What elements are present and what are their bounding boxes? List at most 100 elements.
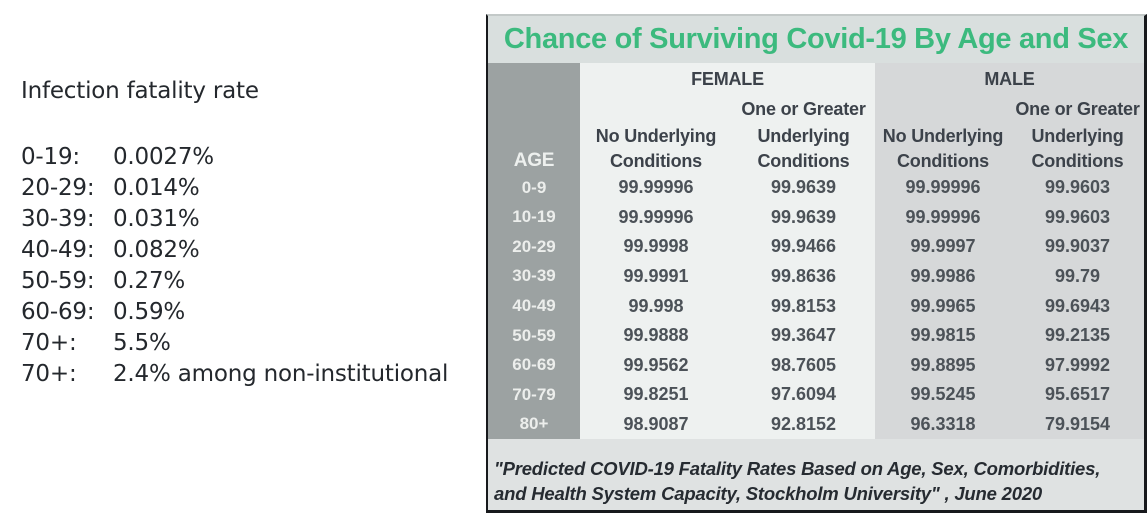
age-cell: 20-29 bbox=[512, 236, 556, 256]
age-column-header: AGE bbox=[513, 150, 555, 171]
col-header-one-or-greater-male: One or Greater bbox=[1015, 99, 1140, 119]
male-no-conditions-cell: 99.9986 bbox=[910, 265, 976, 286]
ifr-list-item: 40-49: 0.082% bbox=[21, 235, 448, 266]
table-row: 50-59 99.9888 99.3647 99.9815 99.2135 bbox=[488, 321, 1144, 351]
male-no-conditions-cell: 99.99996 bbox=[905, 177, 981, 198]
male-no-conditions-cell: 96.3318 bbox=[910, 413, 976, 434]
footer-line-2: and Health System Capacity, Stockholm Un… bbox=[494, 483, 1043, 504]
female-one-or-greater-cell: 99.9639 bbox=[770, 177, 837, 198]
male-no-conditions-cell: 99.8895 bbox=[910, 354, 976, 375]
age-cell: 80+ bbox=[519, 414, 549, 434]
table-row: 0-9 99.99996 99.9639 99.99996 99.9603 bbox=[488, 173, 1144, 203]
male-one-or-greater-cell: 99.9603 bbox=[1044, 177, 1111, 198]
ifr-rate-value: 0.014% bbox=[113, 175, 200, 201]
female-group-label: FEMALE bbox=[691, 69, 764, 89]
male-group-label: MALE bbox=[984, 69, 1035, 89]
male-one-or-greater-cell: 99.79 bbox=[1054, 265, 1101, 286]
footer-line-1: "Predicted COVID-19 Fatality Rates Based… bbox=[494, 458, 1101, 479]
age-cell: 0-9 bbox=[521, 177, 547, 197]
table-body: FEMALE MALE One or Greater One or Greate… bbox=[488, 63, 1144, 439]
ifr-age-label: 20-29: bbox=[21, 175, 95, 201]
col-header-conditions-female-no: Conditions bbox=[610, 150, 702, 171]
ifr-age-label: 60-69: bbox=[21, 299, 95, 325]
infection-fatality-text-block: Infection fatality rate 0-19: 0.0027% 20… bbox=[21, 76, 448, 390]
ifr-rate-value: 5.5% bbox=[113, 330, 171, 356]
ifr-age-label: 0-19: bbox=[21, 144, 80, 170]
col-header-conditions-male-no: Conditions bbox=[897, 150, 989, 171]
female-no-conditions-cell: 99.99996 bbox=[618, 206, 694, 227]
age-cell: 70-79 bbox=[512, 384, 556, 404]
ifr-list-item: 70+: 5.5% bbox=[21, 328, 448, 359]
ifr-age-label: 30-39: bbox=[21, 206, 95, 232]
col-header-no-underlying-male: No Underlying bbox=[882, 125, 1004, 146]
ifr-list: 0-19: 0.0027% 20-29: 0.014% 30-39: 0.031… bbox=[21, 142, 448, 390]
table-row: 10-19 99.99996 99.9639 99.99996 99.9603 bbox=[488, 203, 1144, 233]
female-no-conditions-cell: 99.9562 bbox=[623, 354, 689, 375]
age-cell: 60-69 bbox=[512, 355, 556, 375]
age-cell: 50-59 bbox=[512, 325, 556, 345]
female-no-conditions-cell: 99.8251 bbox=[623, 384, 689, 405]
male-one-or-greater-cell: 99.6943 bbox=[1044, 295, 1111, 316]
female-one-or-greater-cell: 99.3647 bbox=[770, 325, 837, 346]
age-cell: 30-39 bbox=[512, 266, 556, 286]
age-column-background bbox=[488, 63, 580, 439]
ifr-rate-value: 2.4% among non-institutional bbox=[113, 361, 449, 387]
table-header: FEMALE MALE One or Greater One or Greate… bbox=[488, 63, 1144, 173]
table-row: 30-39 99.9991 99.8636 99.9986 99.79 bbox=[488, 262, 1144, 292]
female-one-or-greater-cell: 97.6094 bbox=[770, 384, 837, 405]
male-one-or-greater-cell: 99.2135 bbox=[1044, 325, 1111, 346]
table-row: 40-49 99.998 99.8153 99.9965 99.6943 bbox=[488, 291, 1144, 321]
table-row: 70-79 99.8251 97.6094 99.5245 95.6517 bbox=[488, 380, 1144, 410]
table-row: 80+ 98.9087 92.8152 96.3318 79.9154 bbox=[488, 410, 1144, 440]
female-no-conditions-cell: 99.9991 bbox=[623, 265, 689, 286]
female-no-conditions-cell: 99.998 bbox=[628, 295, 684, 316]
survival-table-image: Chance of Surviving Covid-19 By Age and … bbox=[486, 14, 1147, 513]
ifr-rate-value: 0.59% bbox=[113, 299, 186, 325]
male-one-or-greater-cell: 79.9154 bbox=[1044, 413, 1111, 434]
table-rows: 0-9 99.99996 99.9639 99.99996 99.9603 10… bbox=[488, 173, 1144, 439]
table-title: Chance of Surviving Covid-19 By Age and … bbox=[488, 16, 1144, 63]
ifr-age-label: 70+: bbox=[21, 330, 77, 356]
col-header-conditions-female-one: Conditions bbox=[757, 150, 850, 171]
age-cell: 10-19 bbox=[512, 207, 556, 227]
ifr-list-item: 20-29: 0.014% bbox=[21, 173, 448, 204]
ifr-age-label: 40-49: bbox=[21, 237, 95, 263]
female-no-conditions-cell: 98.9087 bbox=[623, 413, 689, 434]
ifr-list-item: 60-69: 0.59% bbox=[21, 297, 448, 328]
ifr-age-label: 70+: bbox=[21, 361, 77, 387]
ifr-rate-value: 0.27% bbox=[113, 268, 186, 294]
male-no-conditions-cell: 99.9997 bbox=[910, 236, 976, 257]
male-one-or-greater-cell: 95.6517 bbox=[1044, 384, 1111, 405]
age-cell: 40-49 bbox=[512, 296, 556, 316]
female-no-conditions-cell: 99.99996 bbox=[618, 177, 694, 198]
ifr-list-item: 0-19: 0.0027% bbox=[21, 142, 448, 173]
male-one-or-greater-cell: 99.9603 bbox=[1044, 206, 1111, 227]
col-header-one-or-greater-female: One or Greater bbox=[741, 99, 866, 119]
ifr-age-label: 50-59: bbox=[21, 268, 95, 294]
female-section-background bbox=[580, 63, 875, 439]
female-no-conditions-cell: 99.9888 bbox=[623, 325, 689, 346]
female-one-or-greater-cell: 98.7605 bbox=[770, 354, 837, 375]
female-one-or-greater-cell: 99.9466 bbox=[770, 236, 837, 257]
male-no-conditions-cell: 99.99996 bbox=[905, 206, 981, 227]
col-header-underlying-male: Underlying bbox=[1031, 125, 1124, 146]
female-no-conditions-cell: 99.9998 bbox=[623, 236, 689, 257]
male-one-or-greater-cell: 99.9037 bbox=[1044, 236, 1111, 257]
male-no-conditions-cell: 99.9815 bbox=[910, 325, 976, 346]
ifr-list-item: 70+: 2.4% among non-institutional bbox=[21, 359, 448, 390]
female-one-or-greater-cell: 99.9639 bbox=[770, 206, 837, 227]
ifr-rate-value: 0.0027% bbox=[113, 144, 214, 170]
table-row: 60-69 99.9562 98.7605 99.8895 97.9992 bbox=[488, 350, 1144, 380]
female-one-or-greater-cell: 99.8153 bbox=[770, 295, 837, 316]
col-header-underlying-female: Underlying bbox=[757, 125, 850, 146]
male-one-or-greater-cell: 97.9992 bbox=[1044, 354, 1111, 375]
col-header-conditions-male-one: Conditions bbox=[1031, 150, 1124, 171]
female-one-or-greater-cell: 92.8152 bbox=[770, 413, 837, 434]
table-row: 20-29 99.9998 99.9466 99.9997 99.9037 bbox=[488, 232, 1144, 262]
ifr-list-item: 50-59: 0.27% bbox=[21, 266, 448, 297]
table-footer-citation: "Predicted COVID-19 Fatality Rates Based… bbox=[488, 439, 1144, 510]
ifr-rate-value: 0.031% bbox=[113, 206, 200, 232]
male-section-background bbox=[875, 63, 1144, 439]
male-no-conditions-cell: 99.5245 bbox=[910, 384, 976, 405]
col-header-no-underlying-female: No Underlying bbox=[595, 125, 717, 146]
